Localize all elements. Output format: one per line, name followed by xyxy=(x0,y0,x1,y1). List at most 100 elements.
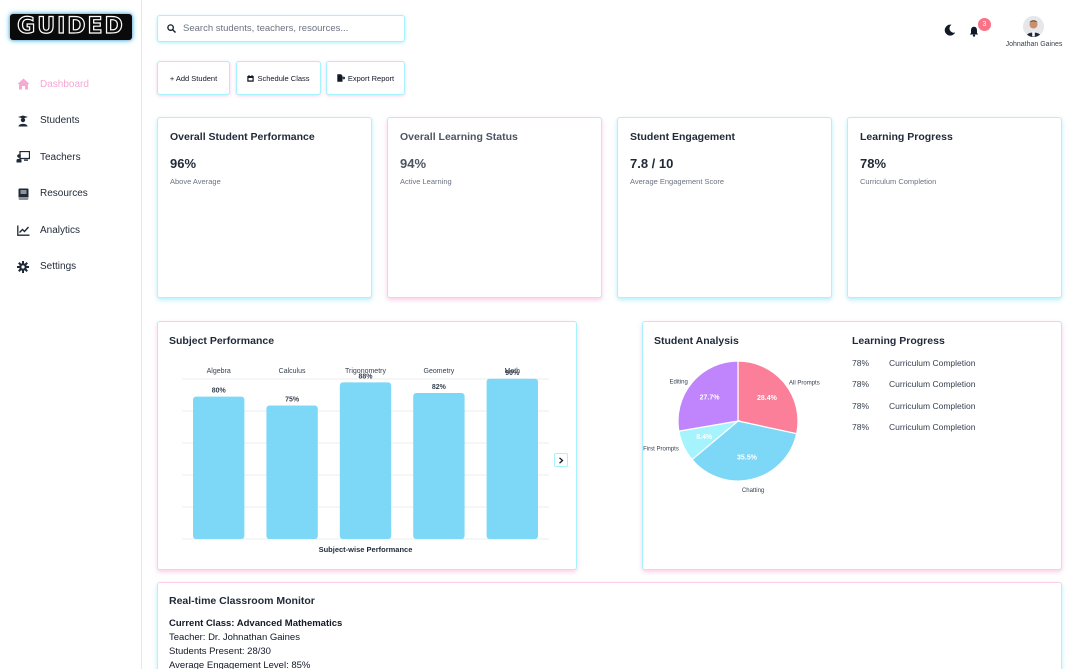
learning-progress-row: 78% Curriculum Completion xyxy=(852,422,975,432)
stat-subtitle: Active Learning xyxy=(400,177,452,186)
sidebar-item-dashboard[interactable]: Dashboard xyxy=(0,66,141,103)
category-label: Math xyxy=(505,368,521,375)
bar xyxy=(266,405,318,539)
notification-badge: 3 xyxy=(978,18,991,31)
learning-progress-row: 78% Curriculum Completion xyxy=(852,358,975,368)
graduation-cap-icon xyxy=(16,114,30,128)
chart-next-button[interactable] xyxy=(554,453,568,467)
search-icon xyxy=(167,20,176,38)
bell-icon[interactable] xyxy=(969,24,983,38)
bar xyxy=(413,393,465,539)
brand-logo[interactable]: GUIDED xyxy=(10,14,132,40)
current-class: Current Class: Advanced Mathematics xyxy=(169,618,343,629)
export-report-label: Export Report xyxy=(347,73,395,83)
progress-label: Curriculum Completion xyxy=(889,422,976,432)
chart-line-icon xyxy=(16,223,30,237)
chalkboard-teacher-icon xyxy=(16,150,30,164)
bar-value-label: 80% xyxy=(212,388,227,395)
stat-value: 94% xyxy=(400,156,427,171)
add-student-label: + Add Student xyxy=(169,73,218,83)
bar xyxy=(193,396,245,539)
schedule-class-label: Schedule Class xyxy=(257,73,310,83)
sidebar-item-analytics[interactable]: Analytics xyxy=(0,212,141,249)
stat-title: Overall Student Performance xyxy=(170,131,315,143)
export-report-button[interactable]: Export Report xyxy=(326,61,405,95)
pie-slice xyxy=(691,420,798,482)
progress-percent: 78% xyxy=(852,358,870,368)
progress-label: Curriculum Completion xyxy=(889,401,976,411)
search-input[interactable] xyxy=(183,23,393,34)
progress-percent: 78% xyxy=(852,401,870,411)
avatar[interactable] xyxy=(1023,16,1044,37)
stat-subtitle: Curriculum Completion xyxy=(860,177,937,186)
sidebar-item-label: Teachers xyxy=(40,151,81,163)
gear-icon xyxy=(16,260,30,274)
x-axis-label: Subject-wise Performance xyxy=(319,545,413,554)
bar xyxy=(486,378,538,539)
category-label: Trigonometry xyxy=(345,368,386,375)
bar-value-label: 75% xyxy=(285,397,300,404)
category-label: Calculus xyxy=(279,368,306,375)
bar-value-label: 82% xyxy=(432,384,447,391)
learning-progress-row: 78% Curriculum Completion xyxy=(852,379,975,389)
classroom-monitor-title: Real-time Classroom Monitor xyxy=(169,595,315,607)
student-analysis-title: Student Analysis xyxy=(654,335,739,347)
sidebar-item-label: Analytics xyxy=(40,224,81,236)
dark-mode-toggle-icon[interactable] xyxy=(944,23,958,37)
slice-value-label: 28.4% xyxy=(757,395,778,402)
stat-card-student-engagement: Student Engagement 7.8 / 10 Average Enga… xyxy=(617,117,832,298)
book-icon xyxy=(16,187,30,201)
sidebar-item-label: Resources xyxy=(40,188,88,200)
learning-progress-row: 78% Curriculum Completion xyxy=(852,401,975,411)
sidebar-item-label: Dashboard xyxy=(40,78,89,90)
stat-value: 78% xyxy=(860,156,887,171)
sidebar-item-resources[interactable]: Resources xyxy=(0,176,141,213)
bar-value-label: 90% xyxy=(505,370,520,377)
bar-value-label: 88% xyxy=(358,373,373,380)
stat-card-student-performance: Overall Student Performance 96% Above Av… xyxy=(157,117,372,298)
pie-slice xyxy=(737,360,799,435)
stat-value: 7.8 / 10 xyxy=(630,156,674,171)
students-present: Students Present: 28/30 xyxy=(169,646,271,657)
sidebar-nav: Dashboard Students Teachers Resources An… xyxy=(0,66,141,285)
category-label: Algebra xyxy=(207,368,231,375)
sidebar: GUIDED Dashboard Students Teachers Resou… xyxy=(0,0,142,669)
slice-name-label: Editing xyxy=(669,379,687,385)
progress-label: Curriculum Completion xyxy=(889,379,976,389)
export-file-icon xyxy=(337,74,345,82)
slice-value-label: 35.5% xyxy=(737,455,758,462)
logo-text: GUIDED xyxy=(17,14,125,39)
sidebar-item-settings[interactable]: Settings xyxy=(0,249,141,286)
engagement-level: Average Engagement Level: 85% xyxy=(169,660,311,669)
teacher-name: Teacher: Dr. Johnathan Gaines xyxy=(169,632,300,643)
sidebar-item-label: Students xyxy=(40,115,80,127)
pie-slice xyxy=(677,360,739,432)
schedule-class-button[interactable]: Schedule Class xyxy=(236,61,321,95)
stat-subtitle: Above Average xyxy=(170,177,221,186)
slice-name-label: Chatting xyxy=(742,488,764,494)
search-bar xyxy=(157,15,405,42)
chevron-right-icon xyxy=(558,451,564,469)
bar xyxy=(339,382,392,539)
stat-value: 96% xyxy=(170,156,197,171)
subject-performance-title: Subject Performance xyxy=(169,335,275,347)
progress-percent: 78% xyxy=(852,422,870,432)
stat-title: Student Engagement xyxy=(630,131,736,143)
add-student-button[interactable]: + Add Student xyxy=(157,61,230,95)
category-label: Geometry xyxy=(424,368,455,375)
classroom-monitor-card xyxy=(157,582,1062,669)
progress-percent: 78% xyxy=(852,379,870,389)
stat-card-learning-progress: Learning Progress 78% Curriculum Complet… xyxy=(847,117,1062,298)
home-icon xyxy=(16,77,30,91)
stat-title: Overall Learning Status xyxy=(400,131,518,143)
sidebar-item-students[interactable]: Students xyxy=(0,103,141,140)
stat-card-learning-status: Overall Learning Status 94% Active Learn… xyxy=(387,117,602,298)
learning-progress-title: Learning Progress xyxy=(852,335,945,347)
sidebar-item-teachers[interactable]: Teachers xyxy=(0,139,141,176)
slice-name-label: First Prompts xyxy=(643,446,679,452)
user-name[interactable]: Johnathan Gaines xyxy=(1005,41,1063,48)
slice-value-label: 27.7% xyxy=(700,395,721,402)
stat-title: Learning Progress xyxy=(860,131,953,143)
student-analysis-chart: 28.4% All Prompts 35.5% Chatting 8.4% First P… xyxy=(643,360,820,494)
stat-subtitle: Average Engagement Score xyxy=(630,177,725,186)
